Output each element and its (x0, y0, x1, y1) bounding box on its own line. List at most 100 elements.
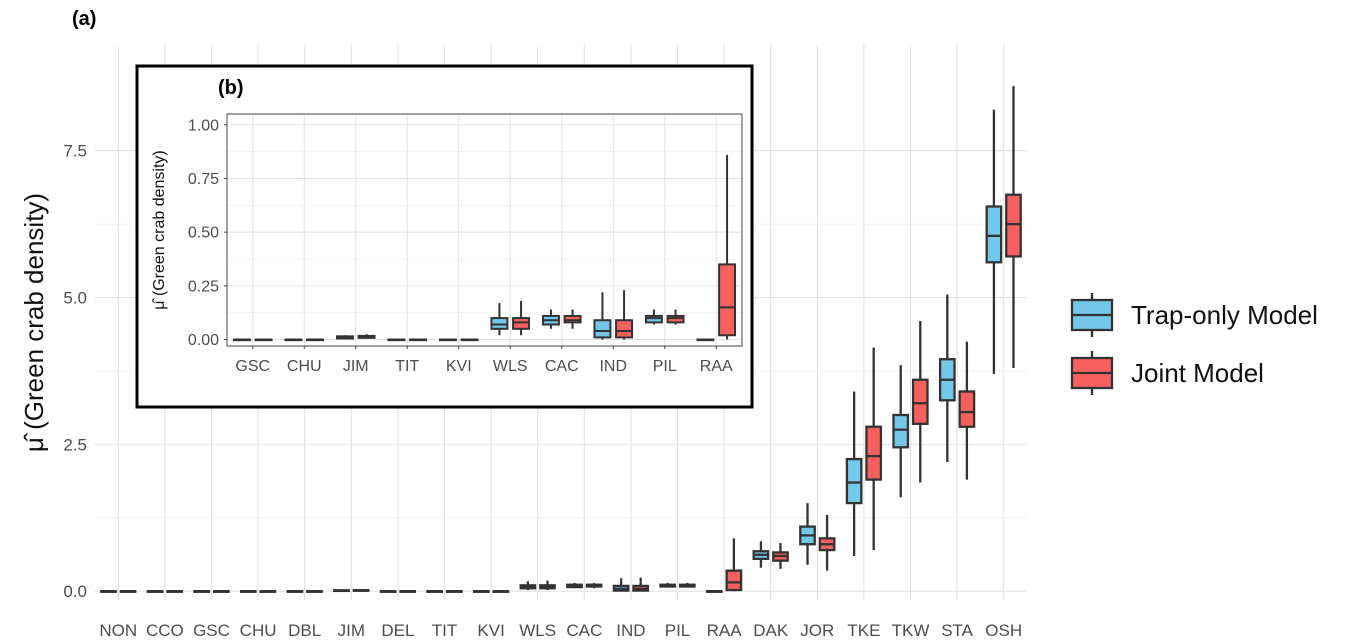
box-body (892, 413, 910, 449)
x-tick-label: TKE (847, 621, 880, 640)
x-tick-label: DBL (288, 621, 321, 640)
box-trap-only-model-RAA (696, 338, 715, 342)
box-trap-only-model-JIM (333, 589, 350, 593)
box-body (593, 319, 612, 339)
x-tick-label: JIM (343, 358, 369, 375)
box-joint-model-NON (119, 590, 137, 593)
box-joint-model-KVI (460, 338, 479, 342)
box-trap-only-model-PIL (644, 309, 663, 325)
y-axis-title: μ̂ (Green crab density) (19, 193, 49, 452)
box-joint-model-CHU (306, 338, 325, 342)
box-joint-model-TIT (445, 590, 463, 593)
box-body (666, 314, 685, 324)
box-joint-model-PIL (666, 309, 685, 325)
box-body (865, 425, 883, 481)
x-tick-label: NON (99, 621, 137, 640)
x-tick-label: KVI (446, 358, 472, 375)
panel-label: (a) (72, 8, 96, 30)
box-trap-only-model-CAC (566, 582, 583, 589)
box-joint-model-JOR (818, 514, 836, 571)
x-tick-label: IND (599, 358, 627, 375)
x-tick-label: CAC (566, 621, 602, 640)
panel-frame (226, 113, 743, 347)
box-trap-only-model-STA (938, 294, 956, 462)
x-tick-label: IND (616, 621, 645, 640)
box-body (718, 263, 737, 337)
box-joint-model-RAA (725, 538, 743, 592)
box-trap-only-model-GSC (193, 590, 211, 593)
box-trap-only-model-TKE (845, 391, 863, 556)
panel-label: (b) (218, 77, 244, 99)
box-trap-only-model-DAK (752, 541, 770, 568)
y-tick-label: 0.75 (188, 171, 219, 188)
y-tick-label: 5.0 (63, 288, 87, 307)
x-tick-label: STA (941, 621, 973, 640)
x-tick-label: DEL (381, 621, 414, 640)
legend: Trap-only Model Joint Model (1070, 293, 1318, 395)
y-tick-label: 7.5 (63, 142, 87, 161)
box-body (845, 457, 863, 505)
y-tick-label: 1.00 (188, 117, 219, 134)
box-joint-model-CCO (166, 590, 184, 593)
x-tick-label: CHU (240, 621, 277, 640)
box-joint-model-DEL (399, 590, 417, 593)
box-joint-model-CHU (259, 590, 277, 593)
x-tick-label: TIT (432, 621, 458, 640)
box-trap-only-model-KVI (472, 590, 490, 593)
box-joint-model-GSC (212, 590, 230, 593)
x-tick-label: JOR (800, 621, 834, 640)
box-body (1005, 193, 1022, 258)
box-trap-only-model-JOR (799, 503, 816, 565)
box-trap-only-model-CCO (146, 590, 164, 593)
box-joint-model-WLS (512, 300, 531, 336)
box-joint-model-CAC (585, 582, 603, 589)
box-body (615, 319, 634, 339)
x-tick-label: PIL (653, 358, 677, 375)
box-joint-model-TIT (409, 338, 428, 342)
box-trap-only-model-PIL (659, 582, 677, 588)
legend-label: Trap-only Model (1131, 300, 1318, 330)
box-joint-model-DAK (772, 543, 789, 569)
x-tick-label: TKW (892, 621, 930, 640)
box-joint-model-IND (615, 290, 634, 340)
box-joint-model-KVI (492, 590, 510, 593)
box-trap-only-model-GSC (232, 338, 251, 342)
box-trap-only-model-DEL (379, 590, 397, 593)
box-trap-only-model-RAA (705, 590, 723, 593)
box-joint-model-DBL (306, 590, 323, 593)
box-trap-only-model-OSH (985, 109, 1003, 374)
legend-label: Joint Model (1131, 358, 1264, 388)
box-trap-only-model-WLS (490, 303, 509, 336)
y-tick-label: 0.50 (188, 225, 219, 242)
box-joint-model-JIM (357, 334, 376, 339)
box-trap-only-model-CHU (284, 338, 303, 342)
plot-area (227, 114, 742, 346)
box-joint-model-WLS (539, 580, 556, 591)
box-trap-only-model-WLS (519, 581, 537, 591)
box-joint-model-JIM (352, 589, 370, 592)
x-tick-label: OSH (985, 621, 1022, 640)
x-tick-label: WLS (519, 621, 556, 640)
box-trap-only-model-TKW (892, 365, 910, 498)
box-trap-only-model-CAC (541, 309, 560, 329)
box-trap-only-model-DBL (286, 590, 304, 593)
box-trap-only-model-CHU (239, 590, 257, 593)
box-joint-model-PIL (678, 582, 696, 588)
box-joint-model-CAC (563, 309, 582, 329)
box-joint-model-TKW (911, 321, 929, 483)
x-tick-label: RAA (700, 358, 733, 375)
box-trap-only-model-IND (612, 578, 630, 592)
box-joint-model-TKE (865, 347, 883, 551)
box-joint-model-STA (958, 341, 976, 480)
box-body (958, 390, 976, 428)
box-body (725, 569, 743, 592)
y-tick-label: 0.25 (188, 278, 219, 295)
x-tick-label: CCO (146, 621, 184, 640)
x-tick-label: DAK (753, 621, 789, 640)
y-tick-label: 0.0 (63, 582, 87, 601)
x-tick-label: CAC (545, 358, 579, 375)
box-joint-model-IND (632, 577, 650, 592)
box-trap-only-model-TIT (387, 338, 406, 342)
box-body (911, 378, 929, 425)
